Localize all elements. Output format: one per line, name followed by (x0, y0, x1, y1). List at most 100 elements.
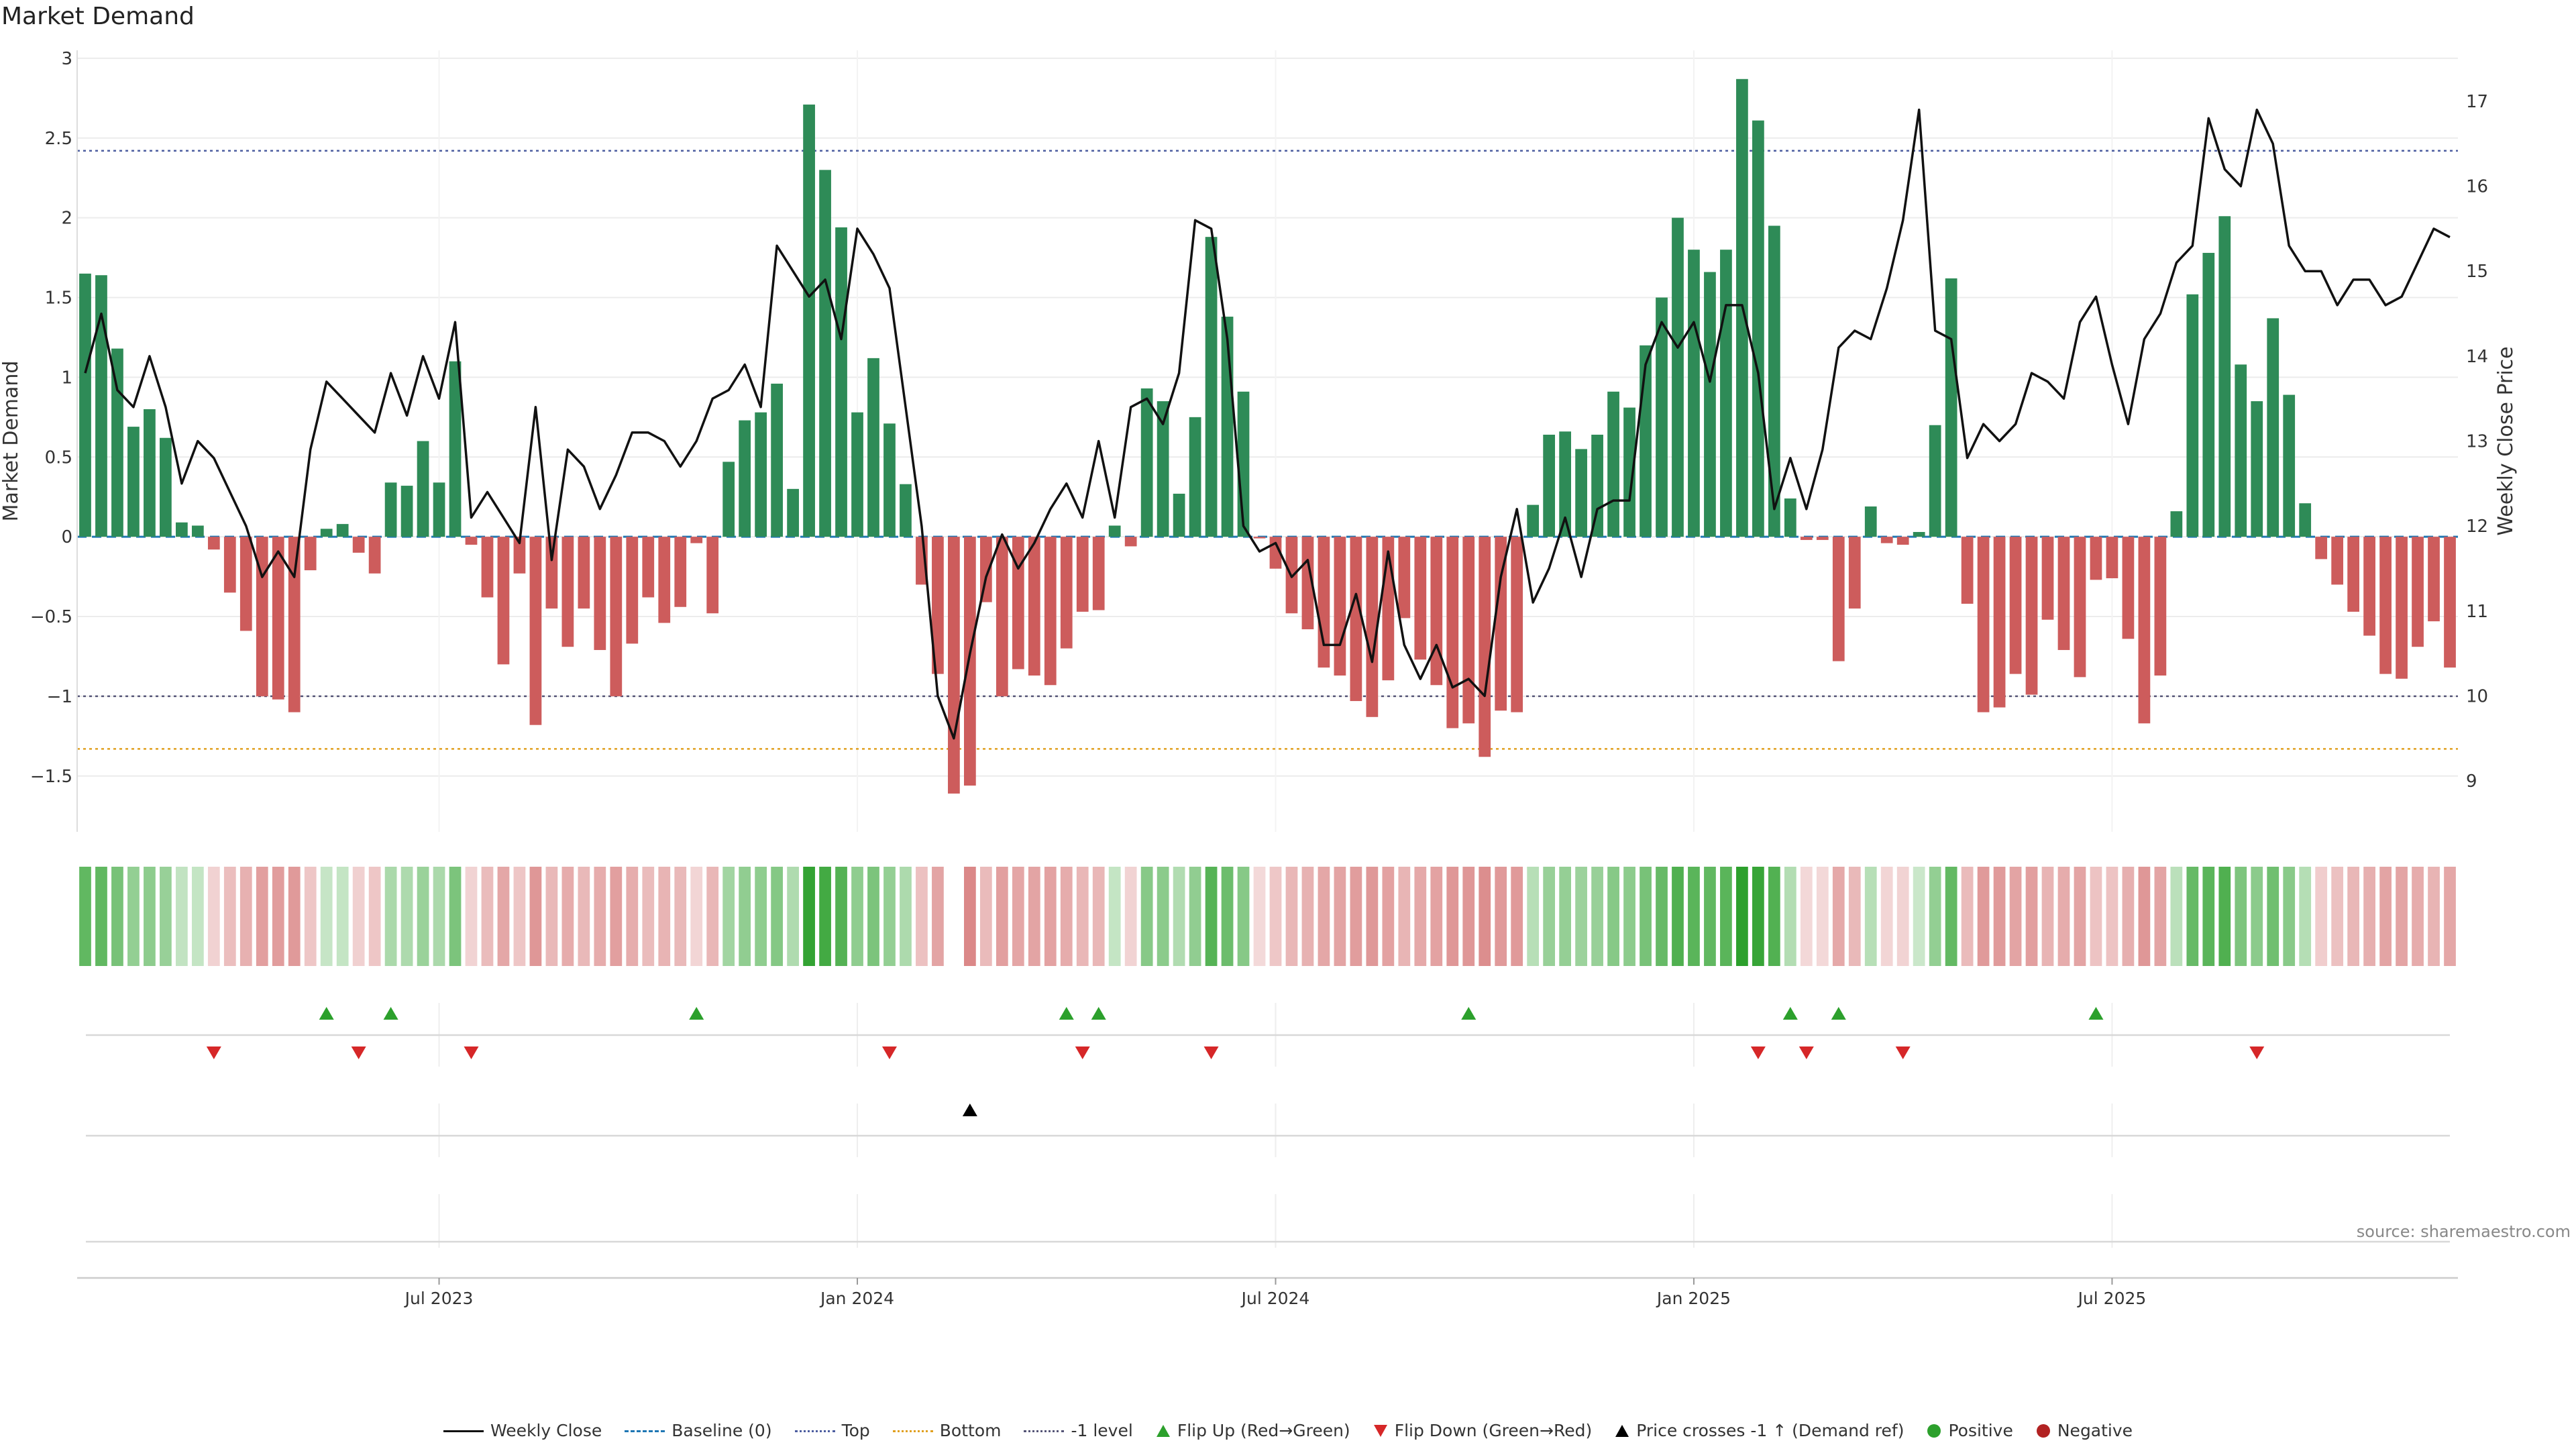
y2-tick-label: 17 (2466, 92, 2488, 112)
demand-bar (578, 537, 590, 609)
demand-bar (1479, 537, 1491, 757)
heat-cell (2428, 867, 2440, 966)
heat-cell (1832, 867, 1845, 966)
legend-swatch (1156, 1424, 1170, 1437)
demand-bar (1816, 537, 1829, 540)
heat-cell (1205, 867, 1218, 966)
flip-down-marker (464, 1046, 479, 1059)
legend-swatch (2036, 1424, 2050, 1438)
legend-flip-up: Flip Up (Red→Green) (1156, 1421, 1350, 1440)
heat-cell (1768, 867, 1780, 966)
heat-cell (2186, 867, 2199, 966)
demand-bar (2363, 537, 2375, 636)
demand-bar (2331, 537, 2344, 585)
heat-cell (561, 867, 574, 966)
demand-bar (1205, 237, 1218, 537)
x-tick-label: Jan 2024 (819, 1289, 894, 1308)
demand-bar (803, 104, 815, 537)
heat-cell (771, 867, 783, 966)
y2-tick-label: 13 (2466, 432, 2488, 452)
heat-cell (1543, 867, 1556, 966)
demand-bar (513, 537, 526, 574)
demand-bar (1495, 537, 1507, 711)
heat-cell (352, 867, 365, 966)
demand-bar (320, 529, 333, 537)
demand-bar (1607, 391, 1619, 537)
demand-bar (1559, 431, 1571, 537)
demand-bar (1623, 407, 1635, 537)
demand-bar (2218, 216, 2231, 537)
demand-bar (2315, 537, 2328, 559)
heat-cell (1704, 867, 1716, 966)
demand-bar (1591, 434, 1603, 537)
heat-cell (1028, 867, 1040, 966)
demand-bar (1511, 537, 1523, 712)
heat-cell (916, 867, 928, 966)
chart-title: Market Demand (1, 3, 195, 30)
legend-negative: Negative (2036, 1421, 2133, 1440)
legend-label: Top (841, 1421, 870, 1440)
y-tick-label: 0 (61, 527, 72, 547)
y2-tick-label: 12 (2466, 517, 2488, 537)
x-tick-label: Jan 2025 (1656, 1289, 1731, 1308)
demand-bar (545, 537, 558, 609)
demand-bar (1334, 537, 1346, 676)
demand-bar (256, 537, 268, 696)
flip-down-marker (2249, 1046, 2265, 1059)
demand-bar (1688, 250, 1700, 537)
event-markers (86, 1007, 2450, 1243)
heat-cell (1495, 867, 1507, 966)
demand-bar (1446, 537, 1459, 729)
heat-cell (2331, 867, 2344, 966)
heat-cell (1462, 867, 1475, 966)
heat-cell (320, 867, 333, 966)
demand-bar (2154, 537, 2167, 676)
legend-label: Bottom (939, 1421, 1002, 1440)
heat-cell (867, 867, 879, 966)
flip-up-marker (383, 1007, 398, 1020)
legend-bottom: Bottom (892, 1421, 1002, 1440)
heat-cell (2299, 867, 2312, 966)
heat-cell (2363, 867, 2375, 966)
demand-bar (336, 524, 349, 537)
heat-cell (239, 867, 252, 966)
demand-bar (900, 484, 912, 537)
demand-bar (2283, 394, 2296, 537)
demand-bar (1462, 537, 1475, 724)
demand-bar (2235, 364, 2247, 537)
heat-cell (1350, 867, 1362, 966)
demand-bar (384, 482, 397, 537)
heat-cell (1366, 867, 1379, 966)
demand-bar (1301, 537, 1314, 630)
heat-cell (2041, 867, 2054, 966)
demand-bar (674, 537, 687, 607)
demand-bar (1848, 537, 1861, 609)
heat-cell (626, 867, 639, 966)
heat-cell (690, 867, 703, 966)
y-tick-label: 0.5 (45, 447, 72, 468)
heat-cell (1189, 867, 1201, 966)
heat-cell (2122, 867, 2135, 966)
demand-bar (771, 383, 783, 537)
heat-cell (755, 867, 767, 966)
demand-bar (883, 423, 896, 537)
demand-bar (2025, 537, 2038, 695)
heat-cell (207, 867, 220, 966)
y2-tick-label: 15 (2466, 262, 2488, 282)
heat-cell (2138, 867, 2151, 966)
demand-bar (465, 537, 478, 545)
heat-cell (513, 867, 526, 966)
demand-bar (2090, 537, 2102, 580)
legend-label: Flip Up (Red→Green) (1177, 1421, 1350, 1440)
heat-cell (272, 867, 284, 966)
weekly-close-line (84, 108, 2451, 740)
x-tick-label: Jul 2024 (1240, 1289, 1310, 1308)
y2-tick-label: 11 (2466, 602, 2488, 622)
heat-cell (1880, 867, 1893, 966)
demand-bar (1124, 537, 1137, 547)
demand-bar (948, 537, 960, 794)
demand-bar (2074, 537, 2086, 678)
demand-bar (1945, 278, 1957, 537)
heat-cell (835, 867, 847, 966)
